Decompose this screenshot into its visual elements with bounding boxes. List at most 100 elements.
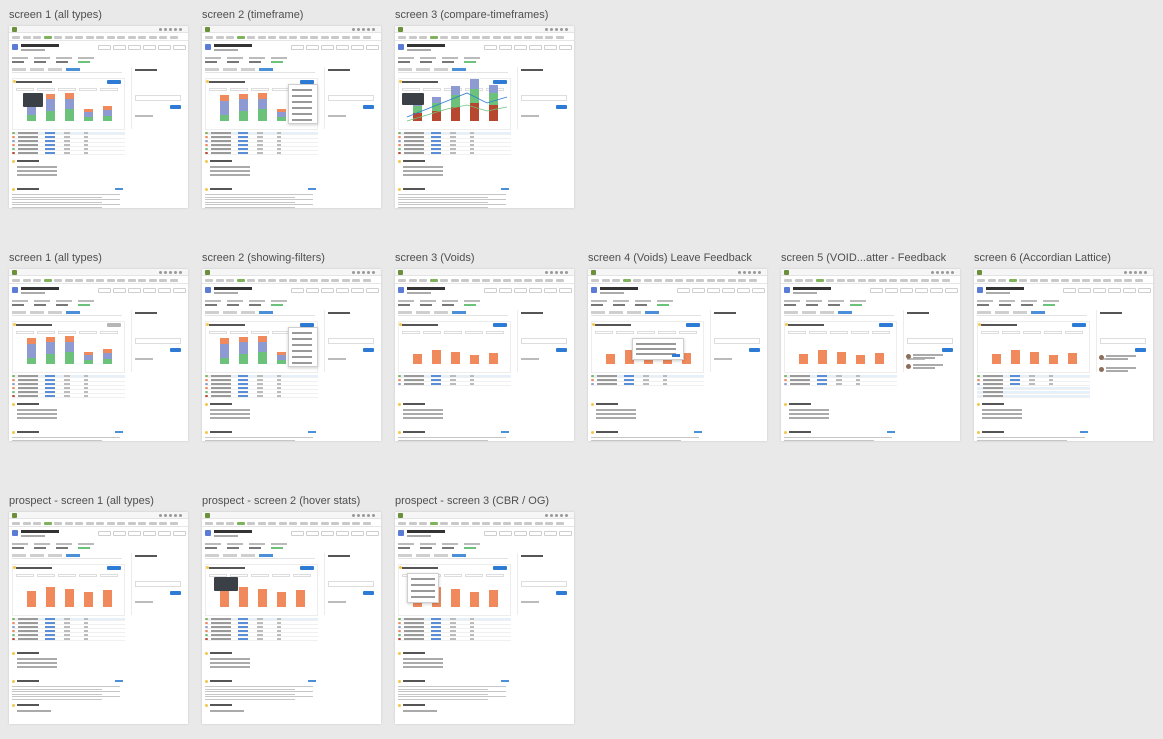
nav-item[interactable]: [643, 279, 652, 282]
row-name[interactable]: [18, 140, 38, 142]
header-action-button[interactable]: [514, 288, 527, 293]
panel-submit-button[interactable]: [363, 348, 374, 352]
table-row[interactable]: [205, 391, 318, 394]
nav-item[interactable]: [461, 36, 469, 39]
table-row[interactable]: [12, 626, 125, 629]
table-row[interactable]: [205, 152, 318, 155]
header-action-button[interactable]: [98, 288, 111, 293]
chart-bar[interactable]: [65, 589, 74, 607]
legend-chip[interactable]: [100, 331, 118, 334]
table-row[interactable]: [398, 634, 511, 637]
tab[interactable]: [241, 311, 255, 314]
row-name[interactable]: [597, 375, 617, 377]
chart-bar[interactable]: [818, 350, 827, 364]
nav-item[interactable]: [878, 279, 887, 282]
legend-chip[interactable]: [444, 331, 462, 334]
header-action-button[interactable]: [1093, 288, 1106, 293]
chart-action-button[interactable]: [493, 566, 507, 570]
nav-item[interactable]: [1124, 279, 1132, 282]
table-row[interactable]: [398, 622, 511, 625]
nav-item[interactable]: [127, 522, 136, 525]
header-action-button[interactable]: [529, 45, 542, 50]
legend-chip[interactable]: [788, 331, 806, 334]
chart-bar[interactable]: [27, 591, 36, 607]
legend-chip[interactable]: [486, 331, 504, 334]
legend-chip[interactable]: [230, 88, 248, 91]
tab[interactable]: [452, 68, 466, 71]
header-action-button[interactable]: [514, 45, 527, 50]
nav-item[interactable]: [1050, 279, 1059, 282]
row-name[interactable]: [18, 132, 38, 134]
legend-chip[interactable]: [16, 574, 34, 577]
tab[interactable]: [416, 311, 430, 314]
header-action-button[interactable]: [900, 288, 913, 293]
nav-item[interactable]: [236, 279, 245, 282]
header-action-button[interactable]: [915, 288, 928, 293]
nav-item[interactable]: [534, 279, 543, 282]
row-link[interactable]: [45, 140, 55, 142]
nav-item[interactable]: [289, 522, 297, 525]
legend-chip[interactable]: [209, 331, 227, 334]
tab[interactable]: [452, 311, 466, 314]
chart-bar[interactable]: [103, 106, 112, 121]
table-row[interactable]: [398, 626, 511, 629]
legend-chip[interactable]: [830, 331, 848, 334]
nav-item[interactable]: [117, 522, 125, 525]
artboard-thumbnail[interactable]: [588, 269, 767, 441]
artboard-label[interactable]: prospect - screen 1 (all types): [9, 495, 154, 507]
header-action-button[interactable]: [173, 288, 186, 293]
chart-bar[interactable]: [856, 355, 865, 364]
header-action-button[interactable]: [98, 531, 111, 536]
nav-item[interactable]: [534, 522, 543, 525]
nav-item[interactable]: [545, 279, 553, 282]
header-action-button[interactable]: [113, 531, 126, 536]
nav-item[interactable]: [654, 279, 662, 282]
chart-bar[interactable]: [451, 86, 460, 121]
header-action-button[interactable]: [306, 45, 319, 50]
nav-item[interactable]: [450, 36, 459, 39]
legend-chip[interactable]: [1065, 331, 1083, 334]
table-row[interactable]: [398, 379, 511, 382]
table-row[interactable]: [784, 375, 897, 378]
chart-bar[interactable]: [432, 97, 441, 121]
artboard-frame[interactable]: screen 6 (Accordian Lattice): [974, 252, 1153, 441]
artboard-frame[interactable]: screen 2 (timeframe): [202, 9, 381, 208]
legend-chip[interactable]: [100, 88, 118, 91]
legend-chip[interactable]: [58, 574, 76, 577]
nav-item[interactable]: [341, 36, 350, 39]
nav-item[interactable]: [408, 279, 417, 282]
chart-bar[interactable]: [46, 94, 55, 121]
row-name[interactable]: [211, 375, 231, 377]
table-row[interactable]: [205, 626, 318, 629]
nav-item[interactable]: [815, 279, 824, 282]
panel-submit-button[interactable]: [556, 105, 567, 109]
legend-chip[interactable]: [444, 574, 462, 577]
dropdown-option[interactable]: [292, 344, 312, 346]
chart-bar[interactable]: [992, 354, 1001, 364]
table-row[interactable]: [205, 634, 318, 637]
tab[interactable]: [416, 554, 430, 557]
nav-item[interactable]: [106, 522, 115, 525]
section-link[interactable]: [501, 680, 509, 682]
nav-item[interactable]: [362, 522, 371, 525]
legend-chip[interactable]: [37, 331, 55, 334]
nav-item[interactable]: [987, 279, 996, 282]
row-link[interactable]: [238, 630, 248, 632]
nav-item[interactable]: [96, 36, 104, 39]
row-link[interactable]: [1010, 383, 1020, 385]
panel-input[interactable]: [328, 338, 374, 344]
header-action-button[interactable]: [143, 531, 156, 536]
nav-item[interactable]: [43, 522, 52, 525]
tab[interactable]: [591, 311, 605, 314]
nav-item[interactable]: [524, 522, 532, 525]
row-name[interactable]: [983, 383, 1003, 385]
legend-chip[interactable]: [79, 88, 97, 91]
chart-bar[interactable]: [489, 590, 498, 607]
legend-chip[interactable]: [16, 88, 34, 91]
artboard-label[interactable]: screen 1 (all types): [9, 252, 102, 264]
artboard-thumbnail[interactable]: [974, 269, 1153, 441]
nav-item[interactable]: [450, 279, 459, 282]
nav-item[interactable]: [1019, 279, 1027, 282]
row-link[interactable]: [431, 383, 441, 385]
artboard-frame[interactable]: screen 3 (Voids): [395, 252, 574, 441]
